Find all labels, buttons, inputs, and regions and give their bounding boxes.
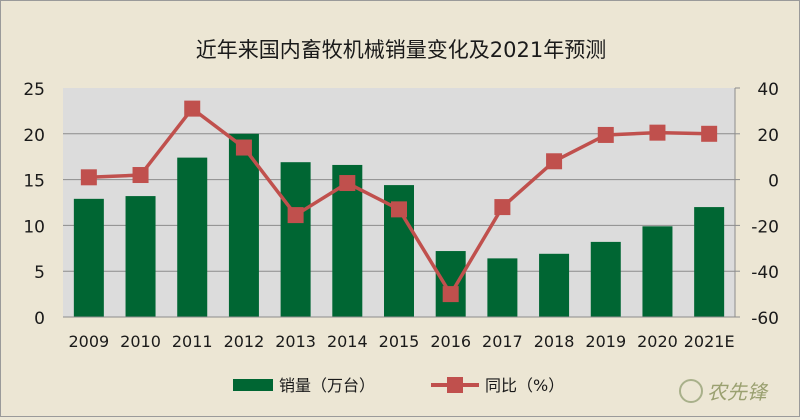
legend-bar-swatch [233, 379, 273, 391]
right-tick-label: 40 [757, 80, 779, 100]
watermark-logo: 农先锋 [679, 379, 769, 404]
x-tick-label: 2014 [327, 332, 368, 351]
left-tick-label: 10 [23, 217, 45, 237]
left-tick-label: 5 [34, 263, 45, 283]
yoy-marker-2016 [442, 286, 459, 303]
x-tick-label: 2011 [172, 332, 213, 351]
bar-2020 [642, 226, 673, 317]
bar-2021E [694, 207, 725, 317]
left-tick-label: 0 [34, 309, 45, 329]
yoy-marker-2009 [80, 169, 97, 186]
yoy-marker-2017 [494, 199, 511, 216]
right-tick-label: 20 [757, 126, 779, 146]
x-tick-label: 2019 [585, 332, 626, 351]
right-tick-label: -40 [751, 263, 779, 283]
bar-2010 [125, 196, 156, 317]
x-tick-label: 2021E [684, 332, 735, 351]
x-tick-label: 2009 [68, 332, 109, 351]
yoy-marker-2011 [184, 100, 201, 117]
x-tick-label: 2020 [637, 332, 678, 351]
x-tick-label: 2010 [120, 332, 161, 351]
yoy-marker-2020 [649, 124, 666, 141]
bar-2016 [435, 251, 466, 317]
watermark-text: 农先锋 [707, 380, 769, 404]
x-tick-label: 2017 [482, 332, 523, 351]
yoy-marker-2013 [287, 207, 304, 224]
bar-2019 [590, 241, 621, 317]
bar-2011 [177, 157, 208, 317]
x-tick-label: 2015 [379, 332, 420, 351]
yoy-marker-2012 [235, 139, 252, 156]
right-tick-label: -20 [751, 217, 779, 237]
chart-title: 近年来国内畜牧机械销量变化及2021年预测 [196, 38, 606, 62]
x-tick-label: 2016 [430, 332, 471, 351]
yoy-marker-2014 [339, 175, 356, 192]
legend-line-marker [447, 377, 463, 393]
x-tick-label: 2013 [275, 332, 316, 351]
legend-line-label: 同比（%） [485, 376, 564, 395]
bar-2009 [73, 198, 104, 317]
bar-2012 [228, 133, 259, 317]
legend: 销量（万台） 同比（%） [233, 376, 564, 395]
yoy-marker-2019 [597, 126, 614, 143]
left-tick-label: 25 [23, 80, 45, 100]
yoy-marker-2010 [132, 167, 149, 184]
legend-bar-label: 销量（万台） [279, 376, 375, 395]
x-tick-label: 2018 [534, 332, 575, 351]
bar-2013 [280, 162, 311, 317]
x-tick-label: 2012 [224, 332, 265, 351]
bar-2018 [539, 253, 570, 317]
left-tick-label: 20 [23, 126, 45, 146]
right-tick-label: 0 [768, 172, 779, 192]
yoy-marker-2018 [546, 153, 563, 170]
yoy-marker-2015 [391, 201, 407, 218]
left-tick-label: 15 [23, 172, 45, 192]
yoy-marker-2021E [701, 125, 718, 142]
right-tick-label: -60 [751, 309, 779, 329]
bar-2017 [487, 258, 518, 317]
